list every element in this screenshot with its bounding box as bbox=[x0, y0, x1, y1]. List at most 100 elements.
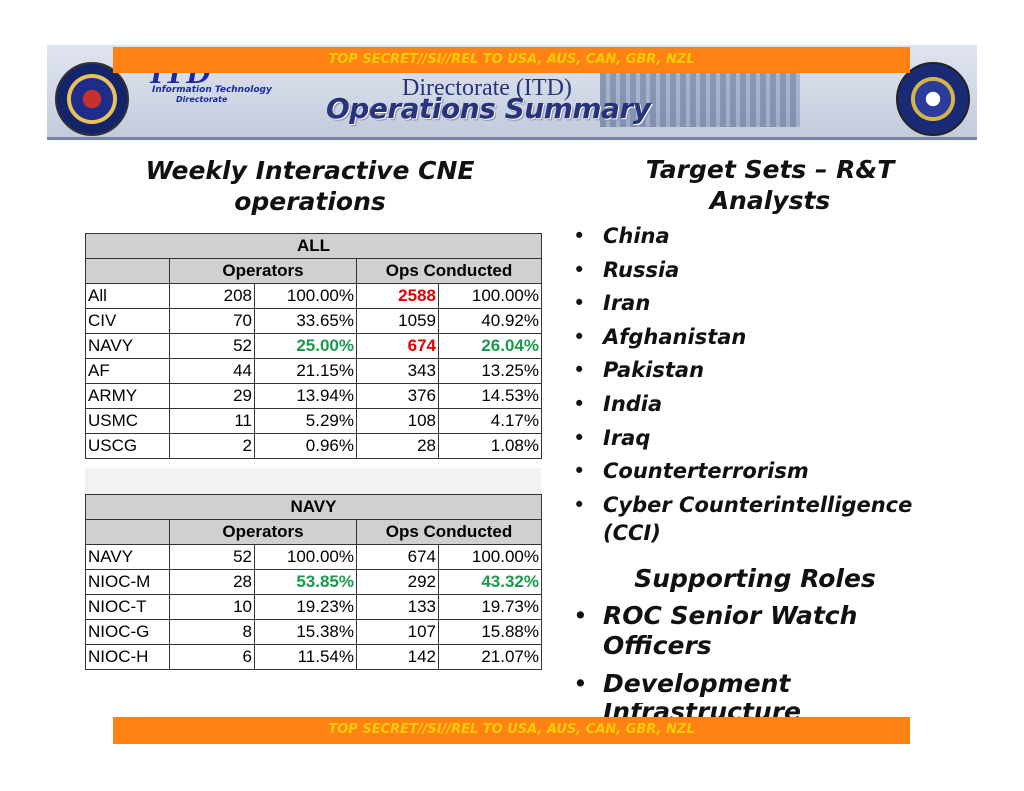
operators-count: 70 bbox=[169, 308, 255, 334]
header-spacer bbox=[85, 519, 170, 545]
cutoff-list-item: Infrastructure bbox=[568, 703, 928, 717]
operators-count: 11 bbox=[169, 408, 255, 434]
operators-percent: 15.38% bbox=[254, 619, 357, 645]
target-set-item-text: Counterterrorism bbox=[603, 459, 809, 484]
ops-percent: 19.73% bbox=[438, 594, 542, 620]
row-label: NIOC-T bbox=[85, 594, 170, 620]
table-row: USCG 2 0.96% 28 1.08% bbox=[85, 433, 542, 459]
target-set-item: • Counterterrorism bbox=[568, 457, 968, 485]
operators-percent: 25.00% bbox=[254, 333, 357, 359]
row-label: AF bbox=[85, 358, 170, 384]
target-set-item: • China bbox=[568, 222, 968, 250]
agency-seal-left-icon bbox=[55, 62, 129, 136]
row-label: CIV bbox=[85, 308, 170, 334]
target-set-item-text: Iran bbox=[603, 291, 651, 316]
operators-count: 29 bbox=[169, 383, 255, 409]
ops-percent: 4.17% bbox=[438, 408, 542, 434]
bullet-icon: • bbox=[573, 492, 586, 517]
operators-percent: 13.94% bbox=[254, 383, 357, 409]
ops-percent: 21.07% bbox=[438, 644, 542, 670]
target-sets-list: • China • Russia • Iran • Afghanistan • Pakistan •… bbox=[568, 222, 968, 552]
page-title: Operations Summary bbox=[326, 92, 651, 125]
ops-count: 107 bbox=[356, 619, 439, 645]
row-label: NAVY bbox=[85, 544, 170, 570]
bullet-icon: • bbox=[573, 291, 586, 316]
ops-conducted-header: Ops Conducted bbox=[356, 519, 542, 545]
row-label: NIOC-G bbox=[85, 619, 170, 645]
ops-count: 376 bbox=[356, 383, 439, 409]
table-row: NIOC-M 28 53.85% 292 43.32% bbox=[85, 569, 542, 595]
classification-banner-top bbox=[113, 47, 910, 73]
target-set-item-text: Cyber Counterintelligence (CCI) bbox=[603, 492, 913, 545]
target-sets-heading: Target Sets – R&T Analysts bbox=[645, 155, 895, 215]
operators-percent: 100.00% bbox=[254, 283, 357, 309]
all-operations-table: ALL Operators Ops Conducted All 208 100.00… bbox=[85, 233, 542, 459]
ops-conducted-header: Ops Conducted bbox=[356, 258, 542, 284]
cutoff-list-item-text: Infrastructure bbox=[603, 703, 801, 717]
ops-percent: 1.08% bbox=[438, 433, 542, 459]
table-row: All 208 100.00% 2588 100.00% bbox=[85, 283, 542, 309]
supporting-role-item-text: Development bbox=[603, 669, 791, 698]
ops-count: 674 bbox=[356, 333, 439, 359]
ops-percent: 26.04% bbox=[438, 333, 542, 359]
operators-count: 10 bbox=[169, 594, 255, 620]
operators-count: 52 bbox=[169, 544, 255, 570]
row-label: All bbox=[85, 283, 170, 309]
header-spacer bbox=[85, 258, 170, 284]
navy-operations-table: NAVY Operators Ops Conducted NAVY 52 100.0… bbox=[85, 494, 542, 670]
table-row: AF 44 21.15% 343 13.25% bbox=[85, 358, 542, 384]
target-set-item-text: Pakistan bbox=[603, 358, 705, 383]
operators-percent: 5.29% bbox=[254, 408, 357, 434]
cne-operations-heading: Weekly Interactive CNE operations bbox=[145, 156, 475, 216]
ops-percent: 100.00% bbox=[438, 544, 542, 570]
supporting-roles-heading: Supporting Roles bbox=[634, 564, 876, 593]
ops-count: 28 bbox=[356, 433, 439, 459]
operators-percent: 21.15% bbox=[254, 358, 357, 384]
ops-count: 674 bbox=[356, 544, 439, 570]
operators-percent: 11.54% bbox=[254, 644, 357, 670]
bullet-icon: • bbox=[573, 601, 588, 630]
row-label: NIOC-M bbox=[85, 569, 170, 595]
row-label: NAVY bbox=[85, 333, 170, 359]
bullet-icon: • bbox=[573, 391, 586, 416]
row-label: USMC bbox=[85, 408, 170, 434]
operators-count: 52 bbox=[169, 333, 255, 359]
classification-banner-bottom: TOP SECRET//SI//REL TO USA, AUS, CAN, GB… bbox=[113, 717, 910, 744]
bullet-icon: • bbox=[573, 425, 586, 450]
building-photo bbox=[600, 72, 800, 127]
target-set-item: • Iran bbox=[568, 289, 968, 317]
target-set-item: • Iraq bbox=[568, 424, 968, 452]
operators-count: 28 bbox=[169, 569, 255, 595]
row-label: ARMY bbox=[85, 383, 170, 409]
table-row: NIOC-T 10 19.23% 133 19.73% bbox=[85, 594, 542, 620]
operators-percent: 0.96% bbox=[254, 433, 357, 459]
table-title: NAVY bbox=[85, 494, 542, 520]
target-set-item-text: India bbox=[603, 391, 663, 416]
row-label: NIOC-H bbox=[85, 644, 170, 670]
classification-label-top: TOP SECRET//SI//REL TO USA, AUS, CAN, GB… bbox=[328, 52, 695, 67]
ops-percent: 40.92% bbox=[438, 308, 542, 334]
table-row: CIV 70 33.65% 1059 40.92% bbox=[85, 308, 542, 334]
target-set-item-text: Russia bbox=[603, 257, 680, 282]
table-separator bbox=[85, 468, 541, 494]
table-title: ALL bbox=[85, 233, 542, 259]
ops-count: 142 bbox=[356, 644, 439, 670]
target-set-item: • Pakistan bbox=[568, 356, 968, 384]
operators-count: 8 bbox=[169, 619, 255, 645]
itd-logo-subtitle: Information Technology bbox=[152, 85, 272, 95]
ops-percent: 15.88% bbox=[438, 619, 542, 645]
header-subtitle: Directorate (ITD) bbox=[402, 75, 572, 101]
bullet-icon: • bbox=[573, 324, 586, 349]
ops-count: 2588 bbox=[356, 283, 439, 309]
bullet-icon: • bbox=[573, 669, 588, 698]
operators-count: 44 bbox=[169, 358, 255, 384]
ops-count: 108 bbox=[356, 408, 439, 434]
nsa-seal-icon bbox=[896, 62, 970, 136]
bullet-icon: • bbox=[573, 358, 586, 383]
ops-percent: 13.25% bbox=[438, 358, 542, 384]
target-set-item: • Cyber Counterintelligence (CCI) bbox=[568, 491, 968, 547]
operators-count: 6 bbox=[169, 644, 255, 670]
row-label: USCG bbox=[85, 433, 170, 459]
target-set-item-text: Iraq bbox=[603, 425, 651, 450]
table-row: NAVY 52 25.00% 674 26.04% bbox=[85, 333, 542, 359]
